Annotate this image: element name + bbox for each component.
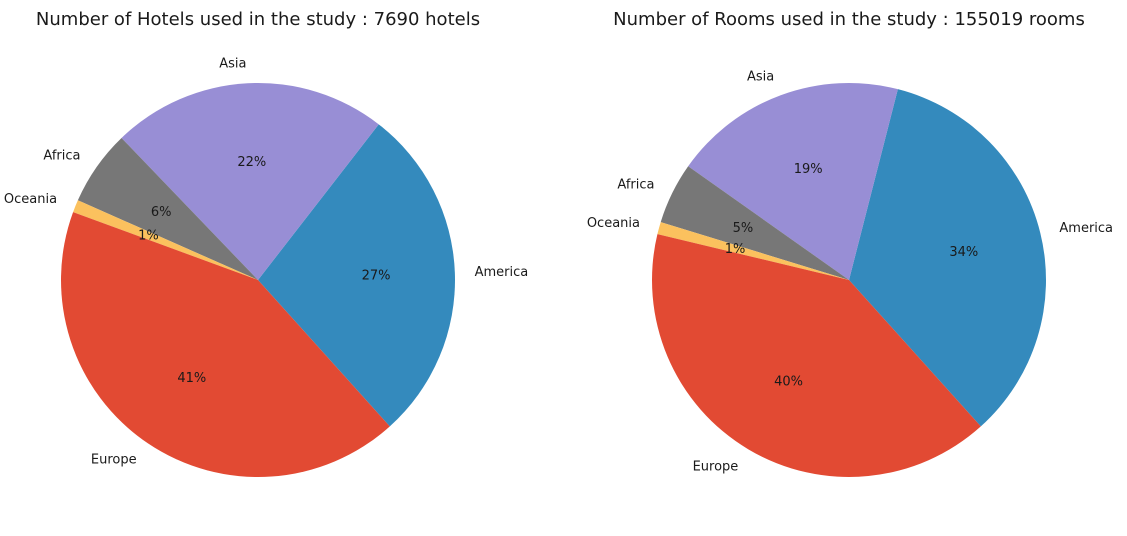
rooms-pct-america: 34% [949,245,978,260]
hotels-wedge-africa [77,137,258,280]
hotels-label-oceania: Oceania [4,192,57,207]
hotels-chart-title: Number of Hotels used in the study : 769… [36,9,480,30]
hotels-pct-europe: 41% [177,371,206,386]
rooms-label-oceania: Oceania [587,216,640,231]
hotels-labels: America 27% Asia 22% Africa 6% Oceania 1% Europe… [4,57,528,468]
hotels-wedges [61,83,456,477]
rooms-label-africa: Africa [617,177,654,192]
rooms-pct-asia: 19% [794,162,823,177]
hotels-pie-chart: Number of Hotels used in the study : 769… [4,9,528,477]
hotels-pct-america: 27% [362,269,391,284]
hotels-wedge-oceania [73,200,258,280]
rooms-pie-chart: Number of Rooms used in the study : 1550… [587,9,1113,477]
rooms-pct-europe: 40% [774,375,803,390]
rooms-wedge-africa [660,166,849,280]
rooms-label-asia: Asia [747,70,774,85]
rooms-wedge-oceania [657,222,849,280]
hotels-label-america: America [475,265,529,280]
rooms-wedge-america [849,89,1046,427]
rooms-wedge-europe [652,234,981,477]
rooms-labels: America 34% Asia 19% Africa 5% Oceania 1% Europe… [587,70,1113,475]
rooms-label-america: America [1059,221,1113,236]
hotels-label-europe: Europe [91,453,137,468]
rooms-wedges [652,83,1046,477]
hotels-wedge-asia [121,83,379,280]
hotels-pct-oceania: 1% [138,229,159,244]
hotels-pct-asia: 22% [237,155,266,170]
rooms-wedge-asia [688,83,898,280]
hotels-label-asia: Asia [219,57,246,72]
rooms-chart-title: Number of Rooms used in the study : 1550… [613,9,1085,30]
hotels-pct-africa: 6% [151,205,172,220]
hotels-label-africa: Africa [43,149,80,164]
rooms-pct-oceania: 1% [725,242,746,257]
hotels-wedge-europe [61,212,390,477]
rooms-pct-africa: 5% [733,221,754,236]
hotels-wedge-america [258,124,456,427]
rooms-label-europe: Europe [693,459,739,474]
